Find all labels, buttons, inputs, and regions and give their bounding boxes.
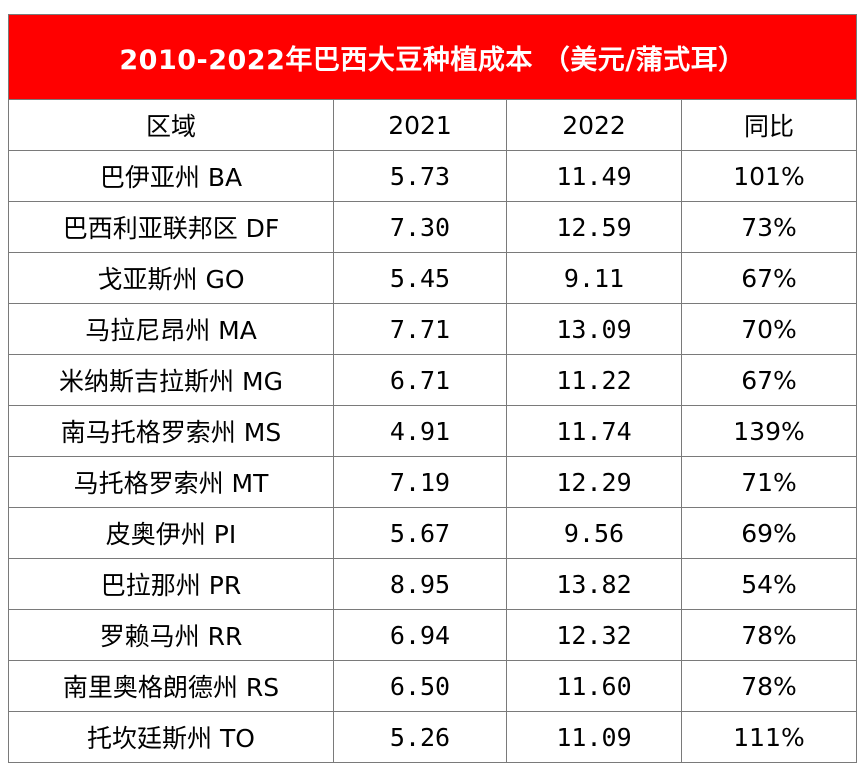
region-cell: 巴伊亚州 BA [8, 150, 334, 202]
cost-2021-cell: 8.95 [333, 558, 507, 610]
table-body: 巴伊亚州 BA 5.73 11.49 101% 巴西利亚联邦区 DF 7.30 … [8, 150, 858, 763]
cost-2022-cell: 12.29 [506, 456, 682, 508]
table-row: 托坎廷斯州 TO 5.26 11.09 111% [8, 711, 858, 763]
region-cell: 米纳斯吉拉斯州 MG [8, 354, 334, 406]
yoy-cell: 78% [680, 660, 858, 712]
title-row: 2010-2022年巴西大豆种植成本 （美元/蒲式耳） [7, 14, 858, 100]
cost-2022-cell: 11.60 [506, 660, 682, 712]
header-region: 区域 [8, 99, 334, 151]
cost-table-container: 2010-2022年巴西大豆种植成本 （美元/蒲式耳） 区域 2021 2022… [7, 14, 858, 763]
table-row: 米纳斯吉拉斯州 MG 6.71 11.22 67% [8, 354, 858, 406]
cost-2021-cell: 7.19 [333, 456, 507, 508]
yoy-cell: 71% [680, 456, 858, 508]
region-cell: 南里奥格朗德州 RS [8, 660, 334, 712]
cost-2022-cell: 11.74 [506, 405, 682, 457]
cost-2021-cell: 4.91 [333, 405, 507, 457]
yoy-cell: 67% [680, 252, 858, 304]
yoy-cell: 73% [680, 201, 858, 253]
cost-2021-cell: 7.71 [333, 303, 507, 355]
cost-2021-cell: 6.94 [333, 609, 507, 661]
region-cell: 马托格罗索州 MT [8, 456, 334, 508]
region-cell: 托坎廷斯州 TO [8, 711, 334, 763]
soybean-cost-table: 2010-2022年巴西大豆种植成本 （美元/蒲式耳） 区域 2021 2022… [7, 14, 858, 763]
region-cell: 皮奥伊州 PI [8, 507, 334, 559]
region-cell: 戈亚斯州 GO [8, 252, 334, 304]
table-row: 马托格罗索州 MT 7.19 12.29 71% [8, 456, 858, 508]
yoy-cell: 54% [680, 558, 858, 610]
yoy-cell: 67% [680, 354, 858, 406]
cost-2022-cell: 13.82 [506, 558, 682, 610]
table-row: 马拉尼昂州 MA 7.71 13.09 70% [8, 303, 858, 355]
header-yoy: 同比 [680, 99, 858, 151]
cost-2022-cell: 12.32 [506, 609, 682, 661]
yoy-cell: 70% [680, 303, 858, 355]
table-row: 巴伊亚州 BA 5.73 11.49 101% [8, 150, 858, 202]
cost-2021-cell: 5.26 [333, 711, 507, 763]
table-row: 巴拉那州 PR 8.95 13.82 54% [8, 558, 858, 610]
region-cell: 罗赖马州 RR [8, 609, 334, 661]
table-row: 皮奥伊州 PI 5.67 9.56 69% [8, 507, 858, 559]
yoy-cell: 78% [680, 609, 858, 661]
table-row: 戈亚斯州 GO 5.45 9.11 67% [8, 252, 858, 304]
table-title: 2010-2022年巴西大豆种植成本 （美元/蒲式耳） [7, 14, 858, 100]
cost-2022-cell: 12.59 [506, 201, 682, 253]
header-row: 区域 2021 2022 同比 [8, 99, 858, 151]
cost-2021-cell: 5.73 [333, 150, 507, 202]
yoy-cell: 111% [680, 711, 858, 763]
cost-2022-cell: 11.22 [506, 354, 682, 406]
header-2022: 2022 [506, 99, 682, 151]
cost-2021-cell: 7.30 [333, 201, 507, 253]
cost-2021-cell: 6.50 [333, 660, 507, 712]
region-cell: 巴西利亚联邦区 DF [8, 201, 334, 253]
region-cell: 南马托格罗索州 MS [8, 405, 334, 457]
table-row: 南里奥格朗德州 RS 6.50 11.60 78% [8, 660, 858, 712]
cost-2022-cell: 11.09 [506, 711, 682, 763]
cost-2021-cell: 5.45 [333, 252, 507, 304]
table-row: 罗赖马州 RR 6.94 12.32 78% [8, 609, 858, 661]
cost-2021-cell: 6.71 [333, 354, 507, 406]
table-row: 巴西利亚联邦区 DF 7.30 12.59 73% [8, 201, 858, 253]
region-cell: 马拉尼昂州 MA [8, 303, 334, 355]
yoy-cell: 101% [680, 150, 858, 202]
yoy-cell: 69% [680, 507, 858, 559]
cost-2022-cell: 9.56 [506, 507, 682, 559]
cost-2022-cell: 11.49 [506, 150, 682, 202]
cost-2022-cell: 9.11 [506, 252, 682, 304]
yoy-cell: 139% [680, 405, 858, 457]
cost-2022-cell: 13.09 [506, 303, 682, 355]
region-cell: 巴拉那州 PR [8, 558, 334, 610]
header-2021: 2021 [333, 99, 507, 151]
cost-2021-cell: 5.67 [333, 507, 507, 559]
table-row: 南马托格罗索州 MS 4.91 11.74 139% [8, 405, 858, 457]
